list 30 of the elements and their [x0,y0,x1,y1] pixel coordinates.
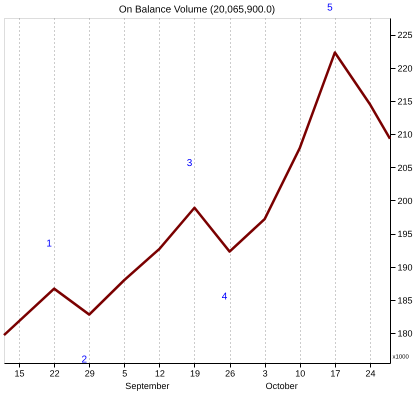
annotation: 3 [186,158,193,169]
x-tick-label: 19 [190,368,200,378]
chart-title: On Balance Volume (20,065,900.0) [118,4,276,16]
y-tick-label: 210 [398,130,413,140]
text: 5 [327,2,334,14]
text: September [125,381,170,391]
y-tick-label: 190 [398,262,413,272]
annotation: 1 [46,238,52,250]
x-tick-label: 12 [154,368,165,378]
x-tick-label: 5 [122,368,128,378]
annotation: 2 [81,354,88,366]
y-tick-label: 215 [398,96,413,106]
y-tick-label: 195 [398,229,413,240]
x-tick-label: 24 [365,368,376,378]
text: October [266,381,298,391]
y-tick-label: 205 [398,162,413,173]
x-tick-label: 17 [330,368,340,378]
x-tick-label: 26 [225,368,236,378]
y-tick-label: 185 [398,295,413,306]
y-tick-label: 200 [398,196,413,206]
y-tick-label: 225 [398,30,413,40]
x-tick-label: 15 [14,368,25,378]
line-series [2,51,392,336]
x-tick-label: 3 [262,368,268,378]
x-tick-label: 10 [295,368,306,378]
y-tick-label: 220 [398,63,413,74]
y-tick-label: 180 [398,328,413,339]
x-tick-label: 29 [84,368,95,378]
annotation: 4 [222,292,228,303]
x-tick-label: 22 [50,368,60,378]
